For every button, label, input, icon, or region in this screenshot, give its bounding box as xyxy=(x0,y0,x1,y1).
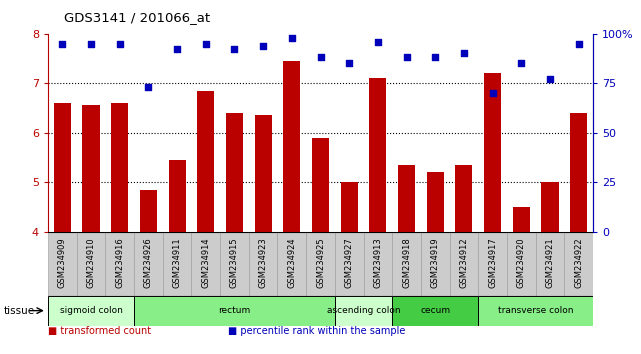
Bar xyxy=(163,232,192,296)
Bar xyxy=(48,232,77,296)
Text: GSM234917: GSM234917 xyxy=(488,237,497,288)
Text: GSM234920: GSM234920 xyxy=(517,237,526,287)
Text: GSM234918: GSM234918 xyxy=(402,237,411,288)
Text: GDS3141 / 201066_at: GDS3141 / 201066_at xyxy=(64,11,210,24)
Bar xyxy=(564,232,593,296)
Point xyxy=(115,41,125,46)
Text: GSM234910: GSM234910 xyxy=(87,237,96,287)
Bar xyxy=(254,115,272,232)
Point xyxy=(487,90,497,96)
Text: tissue: tissue xyxy=(3,306,35,316)
Point xyxy=(229,47,240,52)
Point xyxy=(430,55,440,60)
Bar xyxy=(340,182,358,232)
Bar xyxy=(570,113,587,232)
Text: GSM234912: GSM234912 xyxy=(460,237,469,287)
Point xyxy=(545,76,555,82)
Bar xyxy=(77,232,105,296)
Bar xyxy=(48,296,134,326)
Bar xyxy=(312,138,329,232)
Text: GSM234925: GSM234925 xyxy=(316,237,325,287)
Bar xyxy=(226,113,243,232)
Bar xyxy=(427,172,444,232)
Bar xyxy=(421,232,449,296)
Point xyxy=(201,41,211,46)
Bar xyxy=(111,103,128,232)
Point xyxy=(516,61,526,66)
Point xyxy=(172,47,182,52)
Bar xyxy=(363,232,392,296)
Text: GSM234916: GSM234916 xyxy=(115,237,124,288)
Text: ascending colon: ascending colon xyxy=(327,306,401,315)
Bar xyxy=(283,61,301,232)
Bar xyxy=(83,105,100,232)
Bar xyxy=(169,160,186,232)
Bar xyxy=(220,232,249,296)
Bar xyxy=(536,232,564,296)
Bar xyxy=(278,232,306,296)
Bar xyxy=(449,232,478,296)
Text: GSM234909: GSM234909 xyxy=(58,237,67,287)
Bar xyxy=(134,296,335,326)
Text: GSM234911: GSM234911 xyxy=(172,237,181,287)
Bar xyxy=(134,232,163,296)
Point xyxy=(401,55,412,60)
Bar xyxy=(140,190,157,232)
Text: GSM234927: GSM234927 xyxy=(345,237,354,288)
Text: GSM234926: GSM234926 xyxy=(144,237,153,288)
Bar xyxy=(249,232,278,296)
Bar xyxy=(335,296,392,326)
Point xyxy=(459,51,469,56)
Text: GSM234913: GSM234913 xyxy=(373,237,382,288)
Bar xyxy=(478,232,507,296)
Point xyxy=(574,41,584,46)
Text: cecum: cecum xyxy=(420,306,450,315)
Text: GSM234921: GSM234921 xyxy=(545,237,554,287)
Bar xyxy=(192,232,220,296)
Point xyxy=(86,41,96,46)
Bar xyxy=(513,207,530,232)
Text: GSM234915: GSM234915 xyxy=(230,237,239,287)
Bar xyxy=(105,232,134,296)
Text: GSM234914: GSM234914 xyxy=(201,237,210,287)
Point xyxy=(372,39,383,44)
Bar xyxy=(335,232,363,296)
Bar xyxy=(392,296,478,326)
Point xyxy=(315,55,326,60)
Text: ■ percentile rank within the sample: ■ percentile rank within the sample xyxy=(228,326,405,336)
Text: ■ transformed count: ■ transformed count xyxy=(48,326,151,336)
Text: sigmoid colon: sigmoid colon xyxy=(60,306,122,315)
Text: GSM234924: GSM234924 xyxy=(287,237,296,287)
Text: GSM234919: GSM234919 xyxy=(431,237,440,287)
Point xyxy=(144,84,154,90)
Text: rectum: rectum xyxy=(219,306,251,315)
Bar xyxy=(541,182,558,232)
Bar xyxy=(54,103,71,232)
Point xyxy=(258,43,269,48)
Bar xyxy=(398,165,415,232)
Point xyxy=(57,41,67,46)
Text: GSM234923: GSM234923 xyxy=(259,237,268,288)
Bar xyxy=(507,232,536,296)
Bar xyxy=(369,78,387,232)
Bar xyxy=(478,296,593,326)
Text: GSM234922: GSM234922 xyxy=(574,237,583,287)
Bar xyxy=(455,165,472,232)
Bar xyxy=(392,232,421,296)
Text: transverse colon: transverse colon xyxy=(498,306,573,315)
Bar xyxy=(197,91,214,232)
Point xyxy=(344,61,354,66)
Point xyxy=(287,35,297,40)
Bar xyxy=(306,232,335,296)
Bar xyxy=(484,73,501,232)
